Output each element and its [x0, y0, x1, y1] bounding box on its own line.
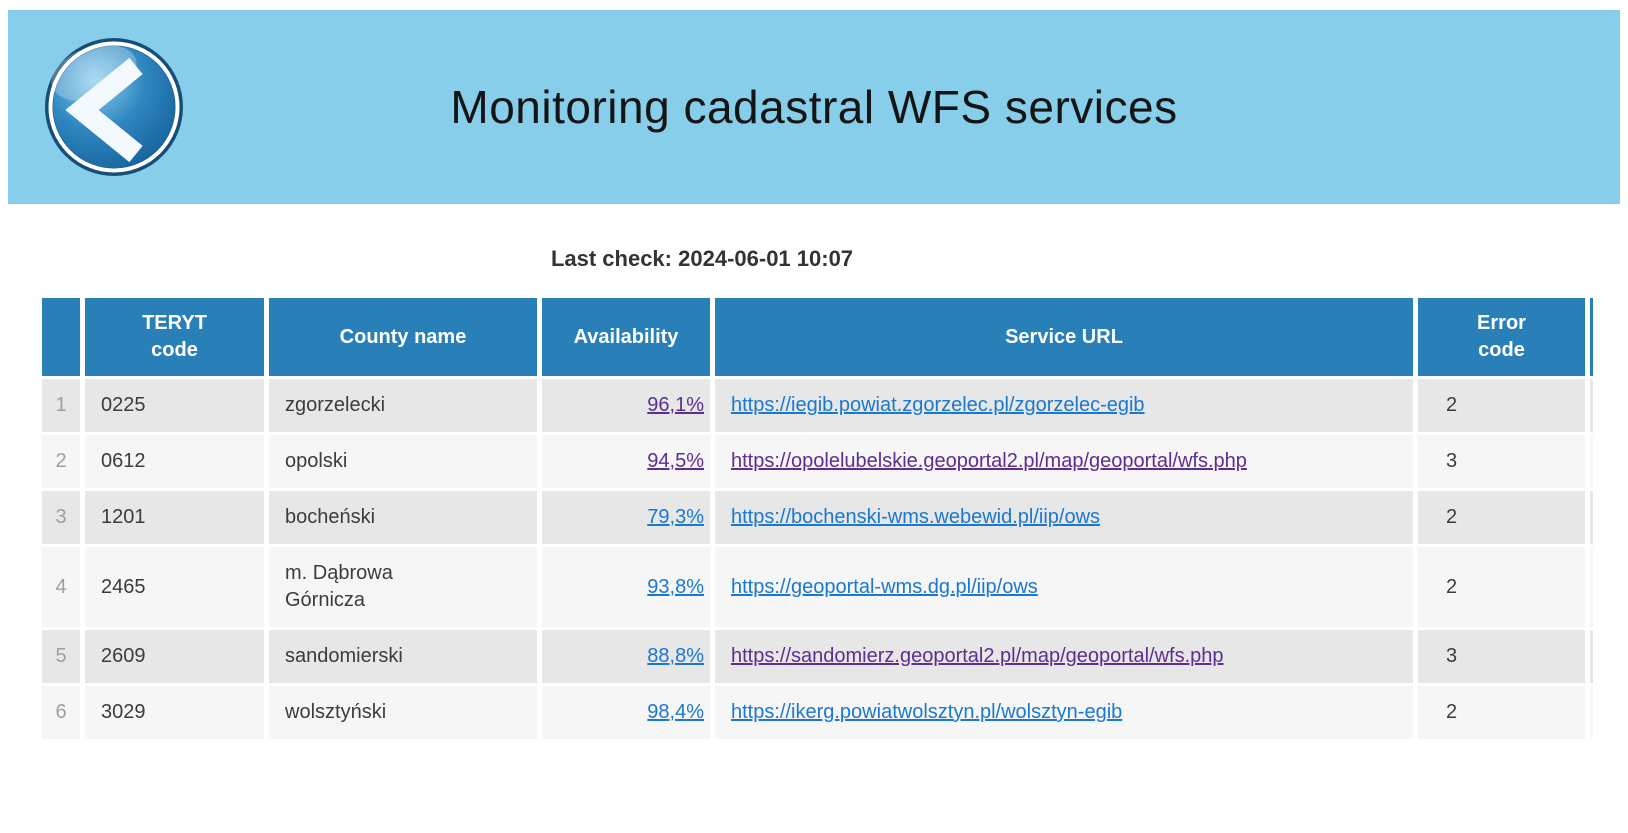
- availability-cell: 93,8%: [542, 547, 715, 630]
- error-code-cell: 3: [1418, 435, 1590, 491]
- row-number-cell: 3: [42, 491, 85, 547]
- availability-cell: 94,5%: [542, 435, 715, 491]
- table-row: 2 0612 opolski 94,5% https://opolelubels…: [42, 435, 1593, 491]
- service-url-link[interactable]: https://bochenski-wms.webewid.pl/iip/ows: [731, 506, 1101, 528]
- row-number-cell: 2: [42, 435, 85, 491]
- column-header: County name: [269, 298, 542, 379]
- clipped-column-cell: [1590, 686, 1593, 742]
- county-name-cell: opolski: [269, 435, 542, 491]
- column-header: TERYT code: [85, 298, 269, 379]
- service-url-cell: https://iegib.powiat.zgorzelec.pl/zgorze…: [715, 379, 1418, 435]
- column-header: Service URL: [715, 298, 1418, 379]
- table-header-row: TERYT code County name Availability Service…: [42, 298, 1593, 379]
- clipped-column-cell: [1590, 547, 1593, 630]
- county-name-text: m. Dąbrowa Górnicza: [285, 562, 393, 611]
- teryt-code-cell: 0612: [85, 435, 269, 491]
- service-url-cell: https://ikerg.powiatwolsztyn.pl/wolsztyn…: [715, 686, 1418, 742]
- availability-link[interactable]: 88,8%: [647, 645, 704, 667]
- teryt-code-cell: 0225: [85, 379, 269, 435]
- column-header: Error code: [1418, 298, 1590, 379]
- column-header: [42, 298, 85, 379]
- county-name-text: opolski: [285, 450, 348, 472]
- county-name-cell: m. Dąbrowa Górnicza: [269, 547, 542, 630]
- last-check-timestamp: 2024-06-01 10:07: [678, 246, 854, 271]
- row-number-cell: 6: [42, 686, 85, 742]
- table-row: 4 2465 m. Dąbrowa Górnicza 93,8% https:/…: [42, 547, 1593, 630]
- service-url-link[interactable]: https://geoportal-wms.dg.pl/iip/ows: [731, 575, 1038, 598]
- clipped-column-cell: [1590, 630, 1593, 686]
- row-number-cell: 5: [42, 630, 85, 686]
- banner: Monitoring cadastral WFS services: [8, 10, 1620, 204]
- county-name-text: zgorzelecki: [285, 394, 386, 416]
- service-url-cell: https://bochenski-wms.webewid.pl/iip/ows: [715, 491, 1418, 547]
- service-url-cell: https://opolelubelskie.geoportal2.pl/map…: [715, 435, 1418, 491]
- clipped-column-cell: [1590, 379, 1593, 435]
- service-url-cell: https://geoportal-wms.dg.pl/iip/ows: [715, 547, 1418, 630]
- error-code-cell: 2: [1418, 379, 1590, 435]
- availability-cell: 88,8%: [542, 630, 715, 686]
- county-name-text: bocheński: [285, 506, 376, 528]
- county-name-text: wolsztyński: [285, 701, 387, 723]
- error-code-cell: 2: [1418, 686, 1590, 742]
- service-url-link[interactable]: https://ikerg.powiatwolsztyn.pl/wolsztyn…: [731, 701, 1123, 723]
- availability-cell: 96,1%: [542, 379, 715, 435]
- service-url-cell: https://sandomierz.geoportal2.pl/map/geo…: [715, 630, 1418, 686]
- availability-link[interactable]: 94,5%: [647, 450, 704, 472]
- last-check-line: Last check: 2024-06-01 10:07: [42, 246, 1362, 272]
- availability-cell: 79,3%: [542, 491, 715, 547]
- clipped-column-cell: [1590, 491, 1593, 547]
- column-header: Availability: [542, 298, 715, 379]
- table-row: 6 3029 wolsztyński 98,4% https://ikerg.p…: [42, 686, 1593, 742]
- table-row: 3 1201 bocheński 79,3% https://bochenski…: [42, 491, 1593, 547]
- county-name-cell: wolsztyński: [269, 686, 542, 742]
- teryt-code-cell: 3029: [85, 686, 269, 742]
- county-name-cell: sandomierski: [269, 630, 542, 686]
- back-circle-icon: [44, 38, 184, 180]
- error-code-cell: 3: [1418, 630, 1590, 686]
- clipped-column-header: [1590, 298, 1593, 379]
- error-code-cell: 2: [1418, 547, 1590, 630]
- table-row: 1 0225 zgorzelecki 96,1% https://iegib.p…: [42, 379, 1593, 435]
- service-url-link[interactable]: https://iegib.powiat.zgorzelec.pl/zgorze…: [731, 394, 1145, 416]
- availability-link[interactable]: 93,8%: [647, 575, 704, 598]
- availability-link[interactable]: 96,1%: [647, 394, 704, 416]
- service-url-link[interactable]: https://sandomierz.geoportal2.pl/map/geo…: [731, 645, 1224, 667]
- county-name-cell: bocheński: [269, 491, 542, 547]
- page-title: Monitoring cadastral WFS services: [450, 81, 1178, 133]
- teryt-code-cell: 1201: [85, 491, 269, 547]
- error-code-cell: 2: [1418, 491, 1590, 547]
- row-number-cell: 4: [42, 547, 85, 630]
- back-button[interactable]: [44, 37, 184, 177]
- clipped-column-cell: [1590, 435, 1593, 491]
- availability-link[interactable]: 79,3%: [647, 506, 704, 528]
- row-number-cell: 1: [42, 379, 85, 435]
- teryt-code-cell: 2465: [85, 547, 269, 630]
- availability-cell: 98,4%: [542, 686, 715, 742]
- county-name-cell: zgorzelecki: [269, 379, 542, 435]
- availability-link[interactable]: 98,4%: [647, 701, 704, 723]
- last-check-label: Last check:: [550, 246, 672, 271]
- county-name-text: sandomierski: [285, 645, 403, 667]
- services-table-container: TERYT code County name Availability Service…: [42, 298, 1593, 742]
- teryt-code-cell: 2609: [85, 630, 269, 686]
- services-table: TERYT code County name Availability Service…: [42, 298, 1593, 742]
- service-url-link[interactable]: https://opolelubelskie.geoportal2.pl/map…: [731, 450, 1247, 472]
- table-row: 5 2609 sandomierski 88,8% https://sandom…: [42, 630, 1593, 686]
